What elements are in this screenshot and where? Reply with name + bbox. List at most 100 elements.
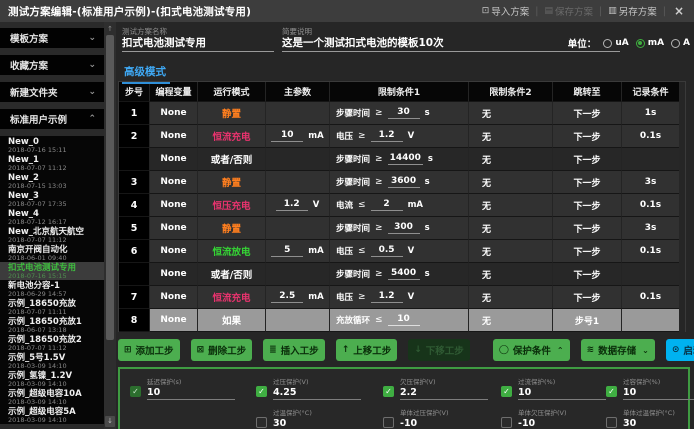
list-item-scheme[interactable]: New_1 2018-07-07 11:12 (0, 154, 104, 172)
scroll-up-icon[interactable]: ↑ (107, 25, 113, 33)
run-mode-cell[interactable]: 恒流充电 (198, 125, 266, 148)
protection-value-input[interactable]: 10 (623, 386, 694, 400)
run-mode-cell[interactable]: 恒压充电 (198, 194, 266, 217)
checkbox-unchecked-icon[interactable] (256, 417, 267, 428)
jump-to-cell[interactable]: 下一步 (553, 263, 622, 286)
protection-value-input[interactable]: 10 (518, 386, 606, 400)
jump-to-cell[interactable]: 下一步 (553, 148, 622, 171)
table-row[interactable]: None 或者/否则 步骤时间 ≥14400 s 无下一步 (119, 148, 685, 171)
run-mode-cell[interactable]: 恒流放电 (198, 240, 266, 263)
list-item-scheme[interactable]: 示例_18650充放 2018-07-07 11:11 (0, 298, 104, 316)
protection-value-input[interactable]: 2.2 (400, 386, 488, 400)
protection-value-input[interactable]: 4.25 (273, 386, 361, 400)
jump-to-cell[interactable]: 下一步 (553, 240, 622, 263)
table-row[interactable]: 8 None 如果 充放循环 ≤10 无步号1 (119, 309, 685, 332)
run-mode-cell[interactable]: 静置 (198, 217, 266, 240)
titlebar-action-导入方案[interactable]: ⊡ 导入方案 (482, 4, 530, 18)
list-item-scheme[interactable]: 示例_5号1.5V 2018-03-09 14:10 (0, 352, 104, 370)
list-item-scheme[interactable]: 示例_超级电容5A 2018-03-09 14:10 (0, 406, 104, 424)
close-icon[interactable]: × (673, 4, 684, 18)
list-item-scheme[interactable]: New_4 2018-07-12 16:17 (0, 208, 104, 226)
limit1-value-input[interactable]: 0.5 (370, 245, 403, 257)
program-variable-cell[interactable]: None (150, 125, 198, 148)
program-variable-cell[interactable]: None (150, 309, 198, 332)
table-row[interactable]: 7 None 恒流充电 2.5 mA 电压 ≥1.2 V 无下一步 0.1s (119, 286, 685, 309)
run-mode-cell[interactable]: 静置 (198, 171, 266, 194)
main-param-input[interactable]: 5 (271, 245, 304, 257)
jump-to-cell[interactable]: 步号1 (553, 309, 622, 332)
program-variable-cell[interactable]: None (150, 148, 198, 171)
list-item-scheme[interactable]: 扣式电池测试专用 2018-07-16 15:15 (0, 262, 104, 280)
unit-radio-A[interactable]: A (671, 38, 690, 48)
unit-radio-uA[interactable]: uA (603, 38, 629, 48)
jump-to-cell[interactable]: 下一步 (553, 125, 622, 148)
run-mode-cell[interactable]: 如果 (198, 309, 266, 332)
limit1-value-input[interactable]: 14400 (387, 153, 423, 165)
scheme-name-input[interactable]: 扣式电池测试专用 (122, 36, 274, 52)
program-variable-cell[interactable]: None (150, 217, 198, 240)
添加工步-button[interactable]: ⊞ 添加工步 (118, 339, 180, 361)
sidebar-section-新建文件夹[interactable]: 新建文件夹 ⌄ (0, 82, 104, 102)
table-row[interactable]: 1 None 静置 步骤时间 ≥30 s 无下一步 1s (119, 102, 685, 125)
jump-to-cell[interactable]: 下一步 (553, 217, 622, 240)
run-mode-cell[interactable]: 或者/否则 (198, 263, 266, 286)
保护条件-button[interactable]: ◯ 保护条件 ⌃ (492, 339, 570, 361)
sidebar-section-收藏方案[interactable]: 收藏方案 ⌄ (0, 55, 104, 75)
list-item-scheme[interactable]: New_3 2018-07-07 17:35 (0, 190, 104, 208)
program-variable-cell[interactable]: None (150, 286, 198, 309)
limit1-value-input[interactable]: 1.2 (370, 130, 403, 142)
checkbox-checked-icon[interactable]: ✓ (606, 386, 617, 397)
limit1-value-input[interactable]: 5400 (387, 268, 420, 280)
titlebar-action-另存方案[interactable]: ▥ 另存方案 (608, 4, 657, 18)
unit-radio-mA[interactable]: mA (635, 38, 664, 48)
table-row[interactable]: 6 None 恒流放电 5 mA 电压 ≤0.5 V 无下一步 0.1s (119, 240, 685, 263)
protection-value-input[interactable]: -10 (400, 417, 488, 429)
table-row[interactable]: None 或者/否则 步骤时间 ≥5400 s 无下一步 (119, 263, 685, 286)
tab-advanced-mode[interactable]: 高级模式 (122, 62, 170, 84)
list-item-scheme[interactable]: 示例_超级电容10A 2018-03-09 14:10 (0, 388, 104, 406)
jump-to-cell[interactable]: 下一步 (553, 194, 622, 217)
scheme-desc-input[interactable]: 这是一个测试扣式电池的模板10次 (282, 36, 620, 52)
checkbox-checked-icon[interactable]: ✓ (130, 386, 141, 397)
run-mode-cell[interactable]: 静置 (198, 102, 266, 125)
main-param-input[interactable]: 1.2 (275, 199, 308, 211)
main-param-input[interactable]: 10 (271, 130, 304, 142)
run-mode-cell[interactable]: 或者/否则 (198, 148, 266, 171)
list-item-scheme[interactable]: 示例_氢镍_1.2V 2018-03-09 14:10 (0, 370, 104, 388)
启动-button[interactable]: ⊙启动 (665, 339, 694, 361)
program-variable-cell[interactable]: None (150, 194, 198, 217)
sidebar-scrollbar[interactable]: ↑ ↓ (104, 22, 116, 429)
list-item-scheme[interactable]: 南京开阀自动化 2018-06-01 09:40 (0, 244, 104, 262)
protection-value-input[interactable]: 30 (623, 417, 694, 429)
main-param-input[interactable]: 2.5 (271, 291, 304, 303)
list-item-scheme[interactable]: 新电池分容-1 2018-06-29 14:57 (0, 280, 104, 298)
jump-to-cell[interactable]: 下一步 (553, 171, 622, 194)
scrollbar-thumb[interactable] (106, 35, 114, 340)
program-variable-cell[interactable]: None (150, 240, 198, 263)
sidebar-section-模板方案[interactable]: 模板方案 ⌄ (0, 28, 104, 48)
limit1-value-input[interactable]: 10 (387, 314, 420, 326)
protection-value-input[interactable]: 30 (273, 417, 361, 429)
list-item-scheme[interactable]: New_2 2018-07-15 13:03 (0, 172, 104, 190)
插入工步-button[interactable]: ≣ 插入工步 (263, 339, 325, 361)
table-row[interactable]: 5 None 静置 步骤时间 ≥300 s 无下一步 3s (119, 217, 685, 240)
program-variable-cell[interactable]: None (150, 171, 198, 194)
protection-value-input[interactable]: 10 (147, 386, 235, 400)
checkbox-unchecked-icon[interactable] (606, 417, 617, 428)
limit1-value-input[interactable]: 1.2 (370, 291, 403, 303)
sidebar-section-标准用户示例[interactable]: 标准用户示例 ⌃ (0, 109, 104, 129)
limit1-value-input[interactable]: 3600 (387, 176, 420, 188)
table-row[interactable]: 3 None 静置 步骤时间 ≥3600 s 无下一步 3s (119, 171, 685, 194)
list-item-scheme[interactable]: New_0 2018-07-16 15:11 (0, 136, 104, 154)
program-variable-cell[interactable]: None (150, 263, 198, 286)
scroll-down-icon[interactable]: ↓ (105, 416, 115, 427)
checkbox-checked-icon[interactable]: ✓ (501, 386, 512, 397)
run-mode-cell[interactable]: 恒流充电 (198, 286, 266, 309)
jump-to-cell[interactable]: 下一步 (553, 102, 622, 125)
checkbox-checked-icon[interactable]: ✓ (383, 386, 394, 397)
list-item-scheme[interactable]: 示例_18650充放1 2018-06-07 13:18 (0, 316, 104, 334)
program-variable-cell[interactable]: None (150, 102, 198, 125)
limit1-value-input[interactable]: 30 (387, 107, 420, 119)
checkbox-checked-icon[interactable]: ✓ (256, 386, 267, 397)
checkbox-unchecked-icon[interactable] (501, 417, 512, 428)
